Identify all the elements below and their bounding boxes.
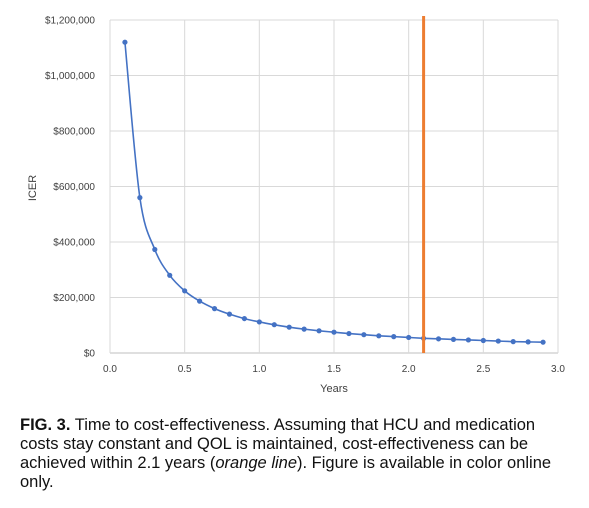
y-tick-label: $400,000 bbox=[53, 238, 95, 249]
data-point bbox=[152, 246, 158, 253]
y-axis-ticks: $0 $200,000 $400,000 $600,000 $800,000 $1,000… bbox=[45, 16, 95, 360]
y-tick-label: $0 bbox=[84, 349, 96, 360]
data-point bbox=[271, 322, 277, 328]
data-point bbox=[286, 324, 292, 330]
data-point bbox=[376, 333, 382, 339]
data-point bbox=[197, 298, 203, 304]
icer-line-chart: $0 $200,000 $400,000 $600,000 $800,000 $1,000… bbox=[27, 16, 565, 396]
caption-text-2: ). Figure is available in color online o… bbox=[20, 454, 552, 491]
x-tick-label: 1.0 bbox=[252, 364, 266, 375]
data-point bbox=[316, 328, 322, 334]
x-tick-label: 3.0 bbox=[551, 364, 565, 375]
x-tick-label: 0.5 bbox=[178, 364, 192, 375]
figure-caption: FIG. 3. Time to cost-effectiveness. Assu… bbox=[20, 416, 575, 492]
data-point bbox=[331, 329, 337, 335]
data-point bbox=[495, 338, 501, 344]
y-tick-label: $200,000 bbox=[53, 293, 95, 304]
data-point bbox=[241, 315, 247, 322]
data-point bbox=[510, 339, 516, 345]
data-point bbox=[450, 336, 457, 343]
figure-label: FIG. 3. bbox=[20, 416, 71, 434]
data-point bbox=[435, 336, 442, 342]
data-point bbox=[122, 39, 128, 45]
x-tick-label: 2.5 bbox=[476, 364, 490, 375]
x-tick-label: 0.0 bbox=[103, 364, 117, 375]
x-axis-label: Years bbox=[320, 383, 348, 395]
x-tick-label: 1.5 bbox=[327, 364, 341, 375]
data-point bbox=[540, 339, 546, 345]
data-point bbox=[406, 334, 412, 341]
caption-text-1: Time to cost-effectiveness. Assuming tha… bbox=[20, 416, 536, 472]
data-point bbox=[480, 337, 486, 344]
x-tick-label: 2.0 bbox=[402, 364, 416, 375]
data-point bbox=[391, 334, 397, 340]
y-axis-label: ICER bbox=[27, 175, 39, 201]
data-point bbox=[226, 311, 233, 317]
data-point bbox=[465, 337, 471, 343]
series-line bbox=[124, 42, 544, 343]
data-point bbox=[211, 306, 218, 312]
caption-italic: orange line bbox=[215, 454, 298, 472]
data-point bbox=[346, 330, 352, 337]
data-point bbox=[361, 332, 367, 338]
y-tick-label: $1,200,000 bbox=[45, 16, 95, 27]
series-group bbox=[122, 39, 546, 345]
y-tick-label: $1,000,000 bbox=[45, 71, 95, 82]
y-tick-label: $600,000 bbox=[53, 182, 95, 193]
data-point bbox=[167, 272, 173, 278]
data-point bbox=[301, 326, 307, 332]
x-axis-ticks: 0.0 0.5 1.0 1.5 2.0 2.5 3.0 bbox=[103, 364, 565, 375]
y-tick-label: $800,000 bbox=[53, 127, 95, 138]
data-point bbox=[182, 288, 188, 294]
data-point bbox=[525, 339, 531, 345]
grid-lines bbox=[109, 19, 559, 354]
data-point bbox=[256, 319, 262, 325]
data-point bbox=[137, 195, 143, 201]
